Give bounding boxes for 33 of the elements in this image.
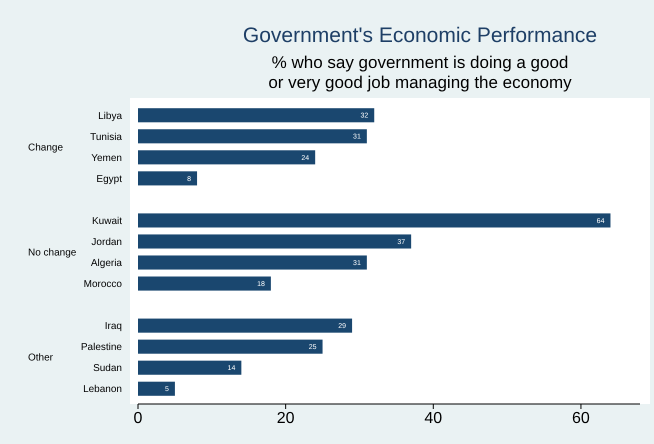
y-tick-label: Morocco: [84, 279, 122, 290]
x-tick-label: 20: [276, 410, 295, 427]
y-tick-label: Lebanon: [83, 384, 122, 396]
y-tick-label: Palestine: [80, 342, 122, 354]
y-tick-label: Yemen: [91, 152, 122, 164]
bar: [138, 150, 316, 164]
y-tick-label: Kuwait: [92, 216, 122, 227]
text: No change: [28, 248, 77, 258]
text: Other: [28, 352, 54, 364]
bar: [138, 171, 198, 186]
y-tick-label: Algeria: [90, 258, 122, 270]
bar: [138, 276, 271, 291]
bar: [138, 234, 412, 249]
bar: [138, 382, 175, 396]
y-tick-label: Jordan: [91, 236, 122, 248]
bar: [138, 129, 367, 144]
y-tick-label: Egypt: [96, 174, 122, 185]
y-tick-label: Libya: [98, 110, 122, 122]
bar: [138, 360, 242, 375]
x-tick-label: 60: [572, 410, 590, 427]
chart-title: Government's Economic Performance: [242, 24, 598, 47]
x-tick-label: 40: [424, 410, 442, 427]
y-tick-label: Iraq: [104, 321, 122, 332]
chart-subtitle: % who say government is doing a good or very good job managing the economy: [268, 53, 572, 92]
bar: [138, 340, 323, 354]
y-tick-label: Sudan: [93, 363, 122, 374]
x-tick-label: 0: [134, 410, 143, 427]
y-tick-label: Tunisia: [90, 132, 122, 143]
bar: [138, 108, 374, 122]
text: Change: [28, 142, 64, 154]
bar: [138, 255, 367, 270]
bar: [138, 213, 610, 228]
bar: [138, 318, 352, 333]
